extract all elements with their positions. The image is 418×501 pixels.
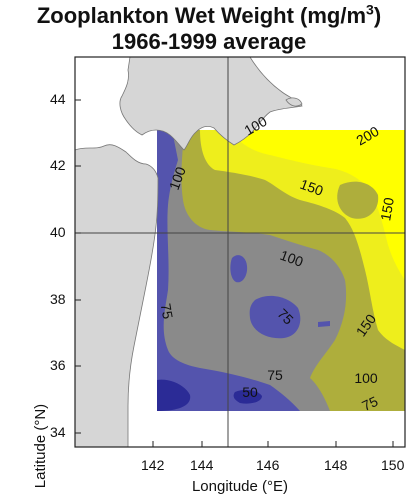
contour-label: 150 — [298, 176, 326, 199]
y-tick-label: 36 — [50, 357, 66, 373]
contour-label: 75 — [267, 367, 283, 383]
plot-frame — [74, 56, 406, 448]
map-title-line2: 1966-1999 average — [111, 29, 307, 54]
honshu-land — [75, 144, 159, 447]
blue-patch-center — [249, 295, 301, 339]
kuril-island — [285, 97, 303, 107]
contour-label: 100 — [278, 247, 306, 270]
y-tick-label: 40 — [50, 224, 66, 240]
y-tick-label: 44 — [50, 91, 66, 107]
x-axis-label: Longitude (°E) — [191, 478, 289, 495]
deep-blue-patch — [157, 379, 191, 411]
blue-patch-left — [230, 255, 248, 283]
bright-yellow-band — [230, 130, 405, 280]
x-tick-label: 150 — [381, 457, 405, 473]
contour-label: 100 — [354, 370, 378, 386]
hokkaido-land — [119, 57, 303, 151]
y-axis-label: Latitude (°N) — [32, 403, 49, 489]
x-tick-label: 148 — [324, 457, 348, 473]
contour-label: 50 — [242, 384, 258, 400]
map-title-line1: Zooplankton Wet Weight (mg/m3) — [36, 1, 382, 28]
y-tick-label: 34 — [50, 424, 66, 440]
contour-label: 75 — [158, 302, 176, 320]
deep-blue-patch-2 — [233, 389, 262, 404]
x-tick-label: 142 — [141, 457, 165, 473]
x-tick-label: 144 — [190, 457, 214, 473]
contour-label: 150 — [377, 196, 397, 222]
x-tick-label: 146 — [256, 457, 280, 473]
contour-label: 100 — [166, 164, 189, 192]
y-tick-label: 42 — [50, 157, 66, 173]
olive-patch — [337, 181, 379, 219]
contour-label: 75 — [359, 393, 380, 414]
zooplankton-contours — [157, 130, 405, 411]
y-tick-label: 38 — [50, 291, 66, 307]
blue-line — [318, 321, 330, 327]
